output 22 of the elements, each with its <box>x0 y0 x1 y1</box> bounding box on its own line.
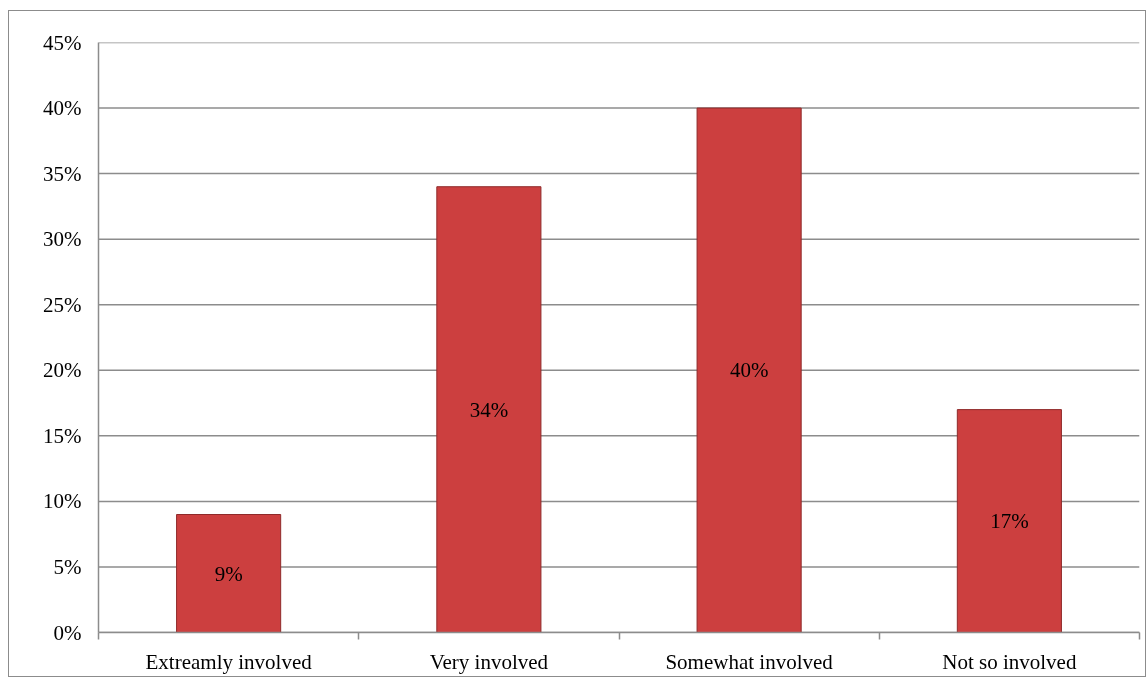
data-label: 40% <box>729 358 769 383</box>
y-tick-label: 30% <box>43 227 82 252</box>
bar <box>176 514 282 633</box>
y-tick-label: 0% <box>53 620 82 645</box>
y-tick-label: 5% <box>53 554 82 579</box>
bar <box>436 186 542 633</box>
x-tick-label: Somewhat involved <box>665 649 834 674</box>
y-tick-label: 20% <box>43 358 82 383</box>
y-tick-label: 40% <box>43 96 82 121</box>
data-label: 17% <box>990 509 1029 534</box>
data-label: 9% <box>214 561 243 586</box>
y-tick-label: 45% <box>43 30 82 55</box>
y-tick-label: 25% <box>43 292 82 317</box>
x-tick-label: Extreamly involved <box>145 649 313 674</box>
data-label: 34% <box>469 397 509 422</box>
x-tick-label: Not so involved <box>942 649 1077 674</box>
bar <box>956 409 1062 633</box>
y-tick-label: 35% <box>43 161 82 186</box>
bar <box>696 107 802 633</box>
y-tick-label: 10% <box>43 489 82 514</box>
x-tick-label: Very involved <box>429 649 549 674</box>
y-tick-label: 15% <box>43 423 82 448</box>
